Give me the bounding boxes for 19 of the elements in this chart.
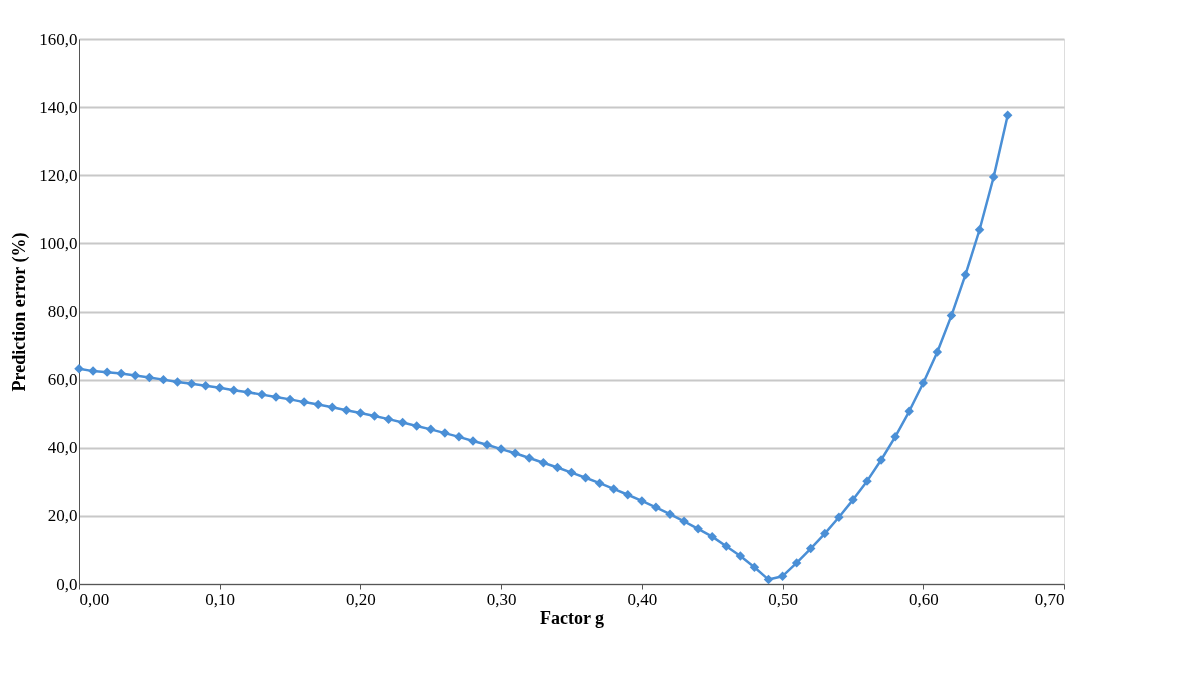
x-tick-label: 0,50 <box>768 589 798 609</box>
y-tick-label: 40,0 <box>47 438 78 458</box>
x-tick-label: 0,10 <box>205 589 236 609</box>
x-tick-label: 0,70 <box>1034 589 1065 609</box>
x-axis-title: Factor g <box>539 607 605 628</box>
x-tick-label: 0,40 <box>627 589 658 609</box>
y-tick-label: 80,0 <box>47 302 78 321</box>
y-tick-label: 140,0 <box>39 97 78 117</box>
y-tick-label: 20,0 <box>47 506 78 526</box>
x-tick-label: 0,60 <box>908 589 939 609</box>
y-tick-label: 160,0 <box>39 29 78 49</box>
y-tick-label: 120,0 <box>39 165 78 185</box>
x-tick-label: 0,30 <box>486 589 517 609</box>
y-tick-label: 0,0 <box>56 574 78 594</box>
y-tick-label: 60,0 <box>47 370 78 390</box>
x-tick-label: 0,00 <box>79 589 110 609</box>
x-tick-label: 0,20 <box>346 589 376 609</box>
y-axis-title: Prediction error (%) <box>9 232 31 392</box>
y-tick-label: 100,0 <box>39 233 78 253</box>
